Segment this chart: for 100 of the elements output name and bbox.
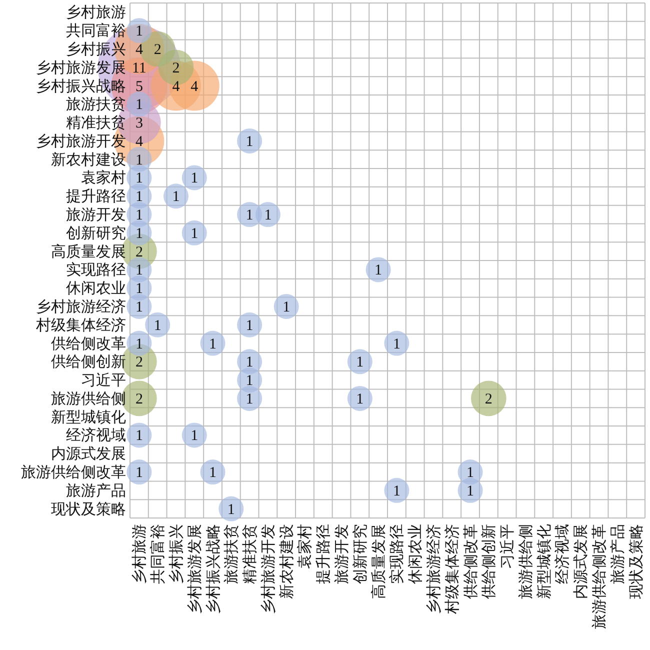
y-tick-label: 旅游供给侧 — [51, 390, 126, 408]
data-label: 1 — [135, 336, 143, 352]
x-tick-label: 新型城镇化 — [536, 524, 553, 599]
data-label: 1 — [135, 208, 143, 224]
x-tick-label: 共同富裕 — [150, 524, 167, 584]
x-tick-label: 经济视域 — [554, 524, 572, 584]
y-tick-label: 乡村旅游 — [66, 4, 126, 22]
data-label: 1 — [135, 24, 143, 40]
y-tick-label: 旅游扶贫 — [66, 96, 126, 114]
data-label: 3 — [135, 116, 143, 132]
data-label: 1 — [264, 208, 272, 224]
x-tick-label: 供给侧创新 — [480, 524, 498, 599]
x-tick-label: 乡村旅游经济 — [425, 524, 442, 614]
y-tick-label: 共同富裕 — [66, 22, 126, 40]
data-label: 2 — [172, 60, 180, 76]
x-tick-label: 乡村旅游开发 — [260, 524, 277, 614]
x-tick-label: 旅游产品 — [609, 524, 626, 584]
data-label: 2 — [154, 42, 162, 58]
y-tick-label: 旅游供给侧改革 — [21, 464, 126, 482]
x-tick-label: 乡村振兴战略 — [204, 524, 222, 614]
x-tick-label: 创新研究 — [352, 524, 369, 584]
data-label: 1 — [135, 170, 143, 187]
x-tick-label: 袁家村 — [296, 524, 314, 569]
data-label: 1 — [135, 262, 143, 279]
x-tick-label: 旅游开发 — [334, 524, 351, 584]
x-tick-label: 高质量发展 — [370, 524, 388, 599]
data-label: 11 — [132, 60, 146, 76]
y-tick-label: 袁家村 — [81, 170, 126, 187]
data-label: 1 — [246, 373, 254, 390]
data-label: 4 — [135, 42, 144, 58]
data-label: 1 — [190, 428, 198, 444]
data-label: 1 — [246, 134, 254, 150]
data-label: 1 — [135, 152, 143, 168]
y-tick-label: 新农村建设 — [51, 151, 126, 168]
x-tick-label: 休闲农业 — [407, 524, 424, 584]
data-label: 1 — [135, 428, 143, 444]
y-tick-label: 创新研究 — [66, 224, 126, 242]
data-label: 1 — [466, 483, 474, 500]
x-tick-label: 现状及策略 — [628, 524, 645, 599]
data-label: 1 — [246, 208, 254, 224]
x-tick-label: 供给侧改革 — [462, 524, 480, 599]
y-tick-label: 供给侧创新 — [51, 354, 126, 371]
y-tick-label: 乡村旅游发展 — [36, 59, 126, 76]
data-label: 4 — [135, 134, 144, 150]
y-tick-label: 提升路径 — [66, 188, 126, 206]
data-label: 1 — [356, 354, 364, 371]
data-label: 1 — [356, 391, 364, 408]
data-label: 5 — [135, 78, 143, 95]
x-tick-label: 提升路径 — [315, 524, 332, 584]
y-tick-label: 旅游产品 — [66, 482, 126, 500]
y-tick-label: 乡村振兴 — [66, 40, 126, 58]
x-tick-label: 新农村建设 — [278, 524, 296, 599]
y-tick-label: 现状及策略 — [51, 500, 126, 518]
y-tick-label: 新型城镇化 — [51, 408, 126, 426]
data-label: 2 — [135, 354, 143, 371]
data-label: 1 — [209, 465, 217, 482]
data-label: 1 — [392, 483, 400, 500]
data-label: 1 — [135, 299, 143, 316]
y-tick-label: 习近平 — [81, 372, 126, 390]
data-label: 1 — [154, 318, 162, 334]
y-tick-label: 休闲农业 — [66, 280, 126, 298]
data-label: 1 — [135, 465, 143, 482]
y-tick-label: 供给侧改革 — [51, 335, 126, 352]
y-tick-label: 精准扶贫 — [66, 114, 126, 132]
y-tick-label: 乡村旅游经济 — [36, 298, 126, 316]
y-tick-label: 实现路径 — [66, 262, 126, 279]
data-label: 1 — [209, 336, 217, 352]
y-tick-label: 乡村旅游开发 — [36, 132, 126, 150]
y-tick-label: 村级集体经济 — [35, 316, 126, 334]
data-label: 2 — [135, 244, 143, 260]
data-label: 1 — [135, 226, 143, 242]
y-tick-label: 乡村振兴战略 — [36, 78, 126, 95]
y-tick-label: 旅游开发 — [66, 206, 126, 224]
y-tick-label: 内源式发展 — [51, 446, 126, 463]
data-label: 1 — [135, 189, 143, 206]
x-tick-label: 乡村旅游发展 — [186, 524, 204, 614]
data-label: 1 — [135, 97, 143, 114]
data-label: 2 — [484, 391, 492, 408]
y-tick-label: 经济视域 — [66, 427, 126, 444]
data-label: 4 — [190, 78, 199, 95]
data-label: 1 — [135, 281, 143, 298]
x-tick-label: 旅游扶贫 — [223, 524, 240, 584]
x-tick-label: 旅游供给侧改革 — [591, 524, 608, 629]
data-label: 1 — [190, 226, 198, 242]
x-tick-label: 内源式发展 — [572, 524, 590, 599]
y-tick-label: 高质量发展 — [51, 243, 126, 260]
data-label: 1 — [172, 189, 180, 206]
x-tick-label: 实现路径 — [388, 524, 406, 584]
data-label: 1 — [392, 336, 400, 352]
data-label: 1 — [282, 299, 290, 316]
data-label: 2 — [135, 391, 143, 408]
data-label: 1 — [374, 262, 382, 279]
data-label: 1 — [246, 318, 254, 334]
x-tick-label: 旅游供给侧 — [517, 524, 534, 599]
x-tick-label: 习近平 — [499, 524, 516, 569]
data-label: 1 — [466, 465, 474, 482]
data-label: 4 — [172, 78, 180, 95]
data-label: 1 — [246, 354, 254, 371]
data-label: 1 — [190, 170, 198, 187]
x-tick-label: 村级集体经济 — [444, 524, 461, 615]
